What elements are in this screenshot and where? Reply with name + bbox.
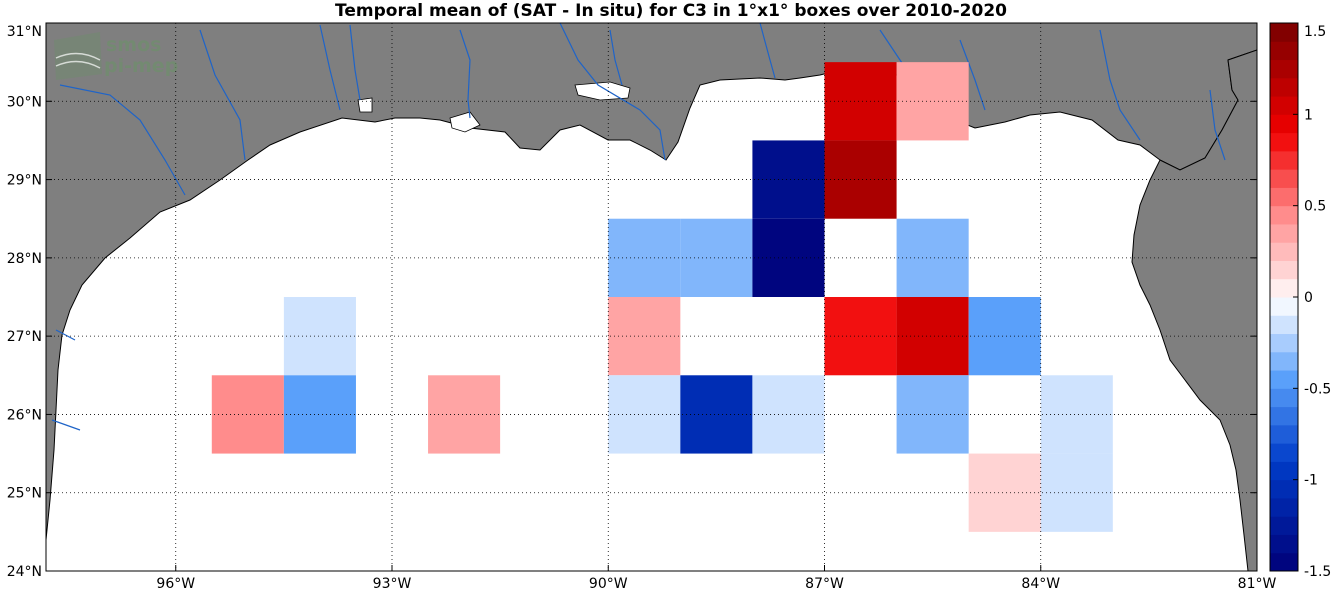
x-tick-label: 93°W: [373, 576, 412, 592]
heatmap-cell: [608, 218, 681, 297]
land-florida: [1131, 49, 1257, 571]
heatmap-cell: [680, 375, 753, 454]
coastal-lagoon: [449, 111, 481, 133]
heatmap-cell: [608, 375, 681, 454]
colorbar-segment: [1270, 461, 1298, 481]
colorbar-segment: [1270, 242, 1298, 261]
heatmap-cell: [283, 375, 356, 454]
colorbar-tick-label: -1: [1304, 473, 1318, 489]
colorbar-segment: [1270, 388, 1298, 408]
heatmap-cell: [1040, 453, 1113, 532]
y-tick-label: 28°N: [7, 251, 42, 267]
heatmap-cell: [752, 140, 825, 219]
colorbar-segment: [1270, 315, 1298, 335]
map-title: Temporal mean of (SAT - In situ) for C3 …: [335, 1, 1007, 21]
y-tick-label: 29°N: [7, 173, 42, 189]
colorbar-segment: [1270, 150, 1298, 170]
heatmap-cell: [968, 297, 1041, 376]
colorbar: 1.5 1 0.5 0 -0.5 -1 -1.5: [1269, 22, 1331, 580]
colorbar-segment: [1270, 223, 1298, 243]
coastal-lagoon: [357, 97, 373, 113]
colorbar-segment: [1270, 77, 1298, 97]
heatmap-cell: [824, 140, 897, 219]
heatmap-cell: [824, 297, 897, 376]
x-tick-label: 87°W: [805, 576, 844, 592]
land-north: [46, 23, 1257, 541]
heatmap-cell: [752, 218, 825, 297]
y-tick-label: 26°N: [7, 407, 42, 423]
x-tick-label: 81°W: [1238, 576, 1277, 592]
colorbar-segment: [1270, 205, 1298, 225]
colorbar-segment: [1270, 479, 1298, 499]
colorbar-tick-label: 0: [1304, 290, 1313, 306]
colorbar-segment: [1270, 351, 1298, 371]
colorbar-tick-label: 1: [1304, 107, 1313, 123]
gridlines: [46, 23, 1257, 571]
colorbar-tick-label: -0.5: [1304, 381, 1331, 397]
colorbar-segment: [1270, 114, 1298, 134]
heatmap-cell: [824, 62, 897, 141]
colorbar-segment: [1270, 333, 1298, 353]
y-tick-label: 30°N: [7, 94, 42, 110]
heatmap-cell: [680, 218, 753, 297]
heatmap-cell: [968, 453, 1041, 532]
y-tick-label: 31°N: [7, 24, 42, 40]
colorbar-segment: [1270, 278, 1298, 298]
colorbar-segment: [1270, 297, 1298, 316]
heatmap-cells: [211, 62, 1113, 532]
colorbar-segment: [1270, 260, 1298, 280]
axis-ticks: 96°W 93°W 90°W 87°W 84°W 81°W 24°N 25°N 26°N 27°N…: [7, 22, 1277, 592]
colorbar-segment: [1270, 497, 1298, 517]
y-tick-label: 24°N: [7, 564, 42, 580]
heatmap-cell: [896, 297, 969, 376]
colorbar-tick-label: -1.5: [1304, 564, 1331, 580]
colorbar-segment: [1270, 552, 1298, 572]
colorbar-segment: [1270, 169, 1298, 188]
x-tick-label: 90°W: [589, 576, 628, 592]
heatmap-cell: [608, 297, 681, 376]
colorbar-segment: [1270, 443, 1298, 462]
heatmap-cell: [428, 375, 501, 454]
smos-pi-mep-logo: smos pi-mep: [54, 32, 178, 80]
logo-line1: smos: [106, 34, 161, 56]
logo-line2: pi-mep: [104, 55, 178, 77]
x-tick-label: 96°W: [156, 576, 195, 592]
map-frame: [45, 22, 1258, 572]
colorbar-segment: [1270, 534, 1298, 554]
x-tick-label: 84°W: [1021, 576, 1060, 592]
heatmap-cell: [896, 62, 969, 141]
heatmap-cell: [752, 375, 825, 454]
heatmap-cell: [1040, 375, 1113, 454]
colorbar-segment: [1270, 41, 1298, 61]
y-tick-label: 27°N: [7, 329, 42, 345]
colorbar-segment: [1270, 59, 1298, 79]
colorbar-segment: [1270, 23, 1298, 42]
heatmap-cell: [896, 375, 969, 454]
colorbar-tick-label: 0.5: [1304, 199, 1326, 215]
colorbar-segment: [1270, 96, 1298, 115]
heatmap-cell: [896, 218, 969, 297]
y-tick-label: 25°N: [7, 486, 42, 502]
colorbar-tick-label: 1.5: [1304, 24, 1326, 40]
colorbar-segment: [1270, 370, 1298, 389]
colorbar-segment: [1270, 187, 1298, 207]
colorbar-segment: [1270, 406, 1298, 426]
heatmap-cell: [211, 375, 284, 454]
colorbar-segment: [1270, 424, 1298, 444]
heatmap-cell: [283, 297, 356, 376]
colorbar-segment: [1270, 132, 1298, 152]
colorbar-segment: [1270, 516, 1298, 535]
